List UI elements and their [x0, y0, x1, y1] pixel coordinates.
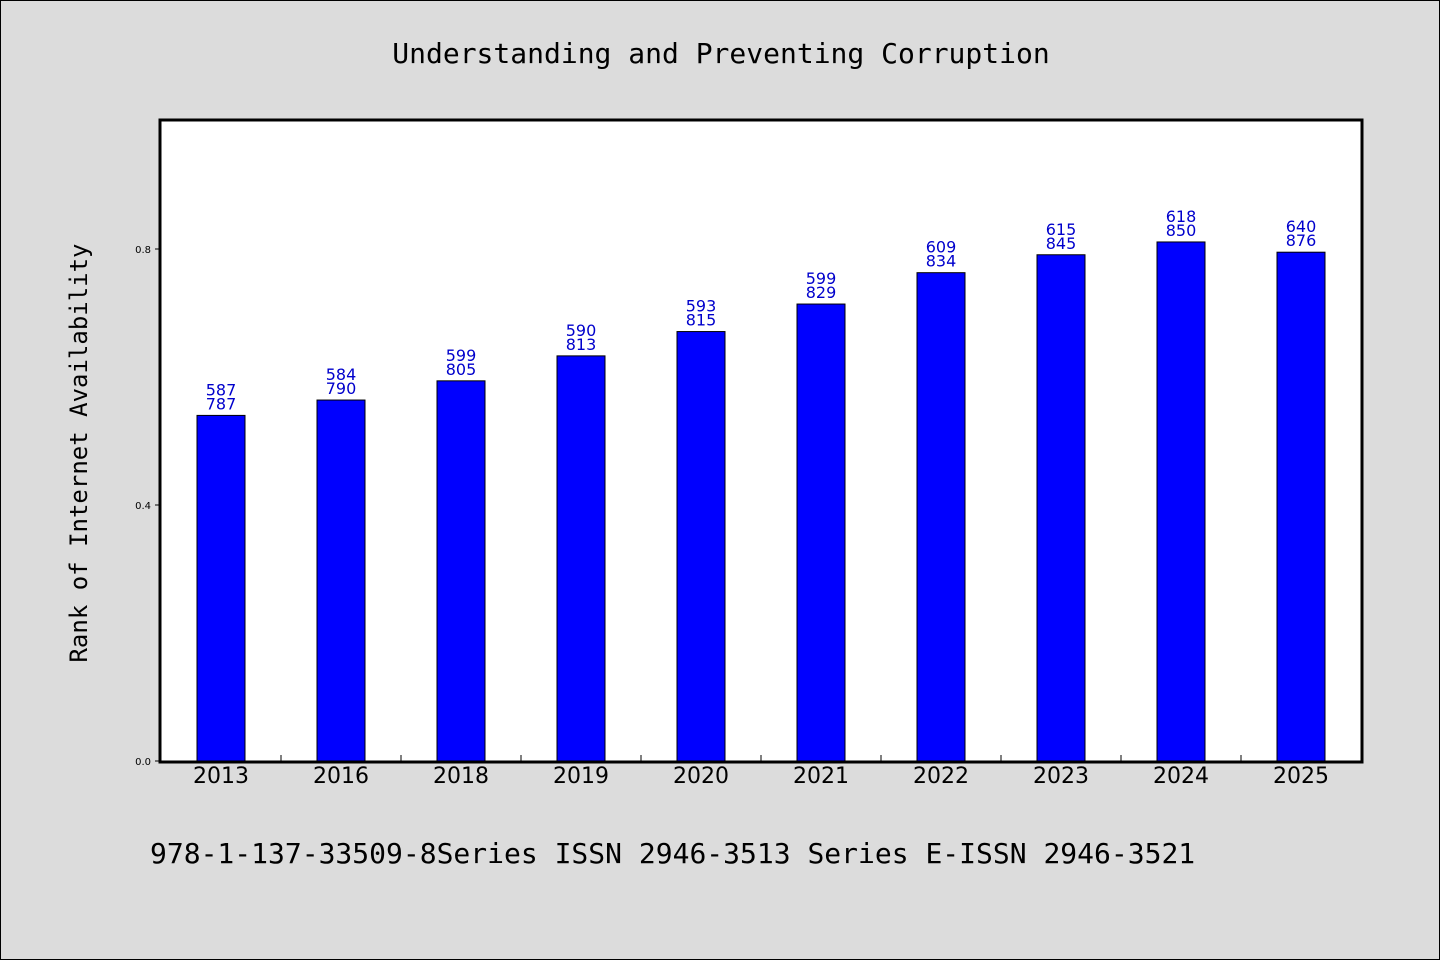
bar-2016 [316, 399, 366, 762]
bars-group: 5877875847905998055908135938155998296098… [196, 207, 1326, 762]
bar-label-bottom: 834 [926, 252, 957, 271]
x-tick-label: 2019 [553, 764, 609, 789]
y-tick-label: 0.0 [135, 757, 151, 768]
bar-2022 [916, 272, 966, 762]
bar-2024 [1156, 241, 1206, 762]
bar-label-top: 593 [686, 297, 717, 316]
x-axis: 2013 2016 2018 2019 2020 2021 2022 2023 2024 2025 [193, 755, 1329, 789]
x-tick-label: 2023 [1033, 764, 1089, 789]
bar-label-bottom: 787 [206, 394, 237, 413]
x-tick-label: 2018 [433, 764, 489, 789]
y-tick-label: 0.8 [135, 245, 151, 256]
bar-label-top: 599 [806, 269, 837, 288]
bar-label-top: 590 [566, 321, 597, 340]
bar-label-bottom: 805 [446, 360, 477, 379]
bar-label-top: 615 [1046, 220, 1077, 239]
bar-label-top: 618 [1166, 207, 1197, 226]
bar-label-bottom: 790 [326, 379, 357, 398]
x-tick-label: 2025 [1273, 764, 1329, 789]
y-tick-label: 0.4 [135, 501, 151, 512]
bar-2019 [556, 355, 606, 762]
bar-2020 [676, 331, 726, 762]
bar-label-top: 599 [446, 346, 477, 365]
bar-2025 [1276, 251, 1326, 762]
x-tick-label: 2016 [313, 764, 369, 789]
x-tick-label: 2024 [1153, 764, 1209, 789]
x-tick-label: 2013 [193, 764, 249, 789]
bar-label-top: 584 [326, 365, 357, 384]
bar-label-bottom: 845 [1046, 234, 1077, 253]
bar-label-top: 609 [926, 238, 957, 257]
bar-label-bottom: 876 [1286, 231, 1317, 250]
bar-label-bottom: 829 [806, 283, 837, 302]
x-tick-label: 2022 [913, 764, 969, 789]
chart-title: Understanding and Preventing Corruption [392, 37, 1049, 70]
bar-label-bottom: 813 [566, 335, 597, 354]
bar-label-bottom: 815 [686, 311, 717, 330]
x-tick-label: 2021 [793, 764, 849, 789]
bar-2018 [436, 380, 486, 762]
footer-text: 978-1-137-33509-8Series ISSN 2946-3513 S… [150, 837, 1195, 870]
bar-label-bottom: 850 [1166, 221, 1197, 240]
bar-label-top: 640 [1286, 217, 1317, 236]
bar-2021 [796, 303, 846, 762]
bar-label-top: 587 [206, 380, 237, 399]
bar-2023 [1036, 254, 1086, 762]
y-axis: 0.0 0.4 0.8 [135, 245, 161, 768]
x-tick-label: 2020 [673, 764, 729, 789]
bar-2013 [196, 414, 246, 762]
y-axis-label: Rank of Internet Availability [65, 243, 93, 662]
